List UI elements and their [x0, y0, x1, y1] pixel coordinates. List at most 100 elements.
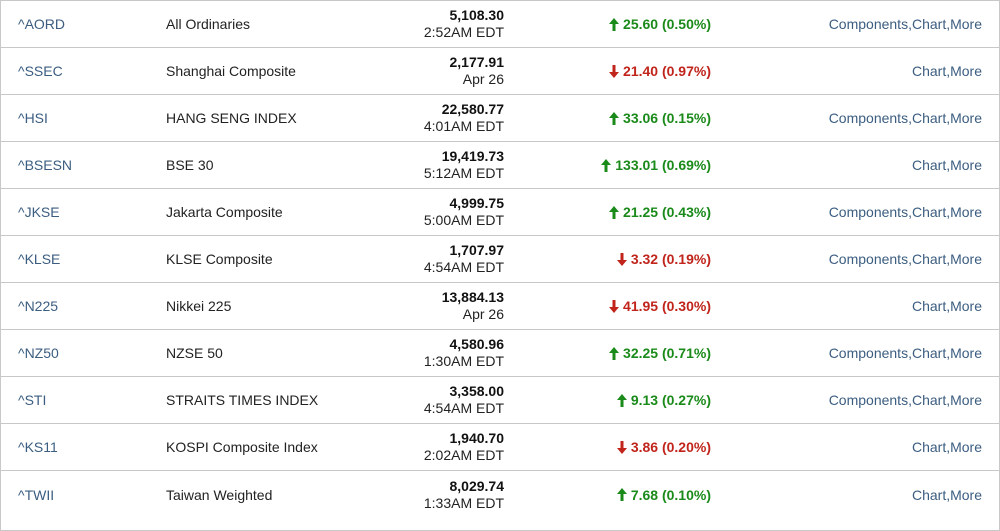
arrow-down-icon — [609, 299, 620, 313]
link-separator: , — [908, 392, 912, 408]
index-symbol-link[interactable]: ^STI — [18, 392, 47, 408]
table-row: ^HSI HANG SENG INDEX 22,580.77 4:01AM ED… — [1, 95, 999, 142]
trade-time: 5:00AM EDT — [423, 212, 504, 228]
last-trade-value: 4,999.75 — [449, 195, 505, 211]
link-separator: , — [908, 251, 912, 267]
trade-time: Apr 26 — [462, 306, 504, 322]
last-trade-value: 4,580.96 — [449, 336, 505, 352]
index-symbol-link[interactable]: ^KLSE — [18, 251, 61, 267]
more-link[interactable]: More — [950, 63, 982, 79]
row-links: Chart, More — [912, 471, 982, 518]
more-link[interactable]: More — [950, 486, 982, 503]
index-name: STRAITS TIMES INDEX — [166, 392, 319, 408]
table-row: ^SSEC Shanghai Composite 2,177.91 Apr 26… — [1, 48, 999, 95]
change-cell: 33.06 (0.15%) — [609, 95, 711, 141]
components-link[interactable]: Components — [828, 251, 909, 267]
components-link[interactable]: Components — [828, 110, 909, 126]
more-link[interactable]: More — [950, 345, 982, 361]
index-symbol-link[interactable]: ^KS11 — [18, 439, 58, 455]
index-symbol-link[interactable]: ^JKSE — [18, 204, 60, 220]
change-cell: 3.32 (0.19%) — [616, 236, 711, 282]
table-row: ^AORD All Ordinaries 5,108.30 2:52AM EDT… — [1, 1, 999, 48]
change-cell: 9.13 (0.27%) — [616, 377, 711, 423]
index-symbol-link[interactable]: ^BSESN — [18, 157, 73, 173]
chart-link[interactable]: Chart — [911, 392, 947, 408]
table-row: ^KLSE KLSE Composite 1,707.97 4:54AM EDT… — [1, 236, 999, 283]
arrow-down-icon — [616, 440, 627, 454]
row-links: Components, Chart, More — [829, 95, 982, 141]
link-separator: , — [946, 204, 951, 220]
more-link[interactable]: More — [950, 251, 982, 267]
last-trade-value: 3,358.00 — [449, 383, 505, 399]
change-value: 3.32 (0.19%) — [630, 251, 711, 267]
trade-time: 1:33AM EDT — [423, 494, 504, 511]
arrow-up-icon — [609, 17, 620, 31]
chart-link[interactable]: Chart — [911, 439, 947, 455]
chart-link[interactable]: Chart — [911, 204, 947, 220]
link-separator: , — [946, 298, 951, 314]
chart-link[interactable]: Chart — [911, 345, 947, 361]
change-cell: 21.40 (0.97%) — [609, 48, 711, 94]
arrow-up-icon — [609, 346, 620, 360]
change-cell: 41.95 (0.30%) — [609, 283, 711, 329]
row-links: Chart, More — [912, 424, 982, 470]
components-link[interactable]: Components — [828, 392, 909, 408]
row-links: Components, Chart, More — [829, 236, 982, 282]
row-links: Chart, More — [912, 48, 982, 94]
chart-link[interactable]: Chart — [911, 251, 947, 267]
row-links: Components, Chart, More — [829, 189, 982, 235]
components-link[interactable]: Components — [828, 345, 909, 361]
trade-time: 1:30AM EDT — [423, 353, 504, 369]
more-link[interactable]: More — [950, 157, 982, 173]
price-cell: 3,358.00 4:54AM EDT — [424, 377, 504, 423]
last-trade-value: 8,029.74 — [449, 477, 505, 494]
change-value: 133.01 (0.69%) — [615, 157, 711, 173]
index-symbol-link[interactable]: ^NZ50 — [18, 345, 59, 361]
index-symbol-link[interactable]: ^N225 — [18, 298, 59, 314]
components-link[interactable]: Components — [828, 204, 909, 220]
chart-link[interactable]: Chart — [911, 486, 947, 503]
last-trade-value: 19,419.73 — [441, 148, 504, 164]
components-link[interactable]: Components — [828, 16, 909, 32]
more-link[interactable]: More — [950, 298, 982, 314]
trade-time: 4:54AM EDT — [423, 400, 504, 416]
change-cell: 7.68 (0.10%) — [616, 471, 711, 518]
arrow-up-icon — [609, 111, 620, 125]
chart-link[interactable]: Chart — [911, 157, 947, 173]
price-cell: 22,580.77 4:01AM EDT — [424, 95, 504, 141]
chart-link[interactable]: Chart — [911, 16, 947, 32]
index-symbol-link[interactable]: ^SSEC — [18, 63, 63, 79]
price-cell: 19,419.73 5:12AM EDT — [424, 142, 504, 188]
chart-link[interactable]: Chart — [911, 63, 947, 79]
index-name: Jakarta Composite — [166, 204, 283, 220]
index-symbol-link[interactable]: ^TWII — [18, 486, 55, 503]
trade-time: 5:12AM EDT — [423, 165, 504, 181]
index-name: KOSPI Composite Index — [166, 439, 318, 455]
table-row: ^BSESN BSE 30 19,419.73 5:12AM EDT 133.0… — [1, 142, 999, 189]
change-value: 33.06 (0.15%) — [623, 110, 711, 126]
chart-link[interactable]: Chart — [911, 298, 947, 314]
more-link[interactable]: More — [950, 16, 982, 32]
row-links: Components, Chart, More — [829, 330, 982, 376]
row-links: Chart, More — [912, 283, 982, 329]
link-separator: , — [908, 110, 912, 126]
arrow-up-icon — [616, 393, 627, 407]
table-row: ^JKSE Jakarta Composite 4,999.75 5:00AM … — [1, 189, 999, 236]
index-symbol-link[interactable]: ^AORD — [18, 16, 66, 32]
link-separator: , — [946, 251, 951, 267]
more-link[interactable]: More — [950, 392, 982, 408]
link-separator: , — [946, 486, 951, 503]
index-name: BSE 30 — [166, 157, 214, 173]
arrow-up-icon — [609, 205, 620, 219]
more-link[interactable]: More — [950, 110, 982, 126]
more-link[interactable]: More — [950, 439, 982, 455]
trade-time: Apr 26 — [462, 71, 504, 87]
index-symbol-link[interactable]: ^HSI — [18, 110, 48, 126]
chart-link[interactable]: Chart — [911, 110, 947, 126]
last-trade-value: 5,108.30 — [449, 7, 505, 23]
link-separator: , — [946, 110, 951, 126]
change-value: 7.68 (0.10%) — [630, 486, 711, 503]
arrow-down-icon — [609, 64, 620, 78]
trade-time: 4:54AM EDT — [423, 259, 504, 275]
more-link[interactable]: More — [950, 204, 982, 220]
